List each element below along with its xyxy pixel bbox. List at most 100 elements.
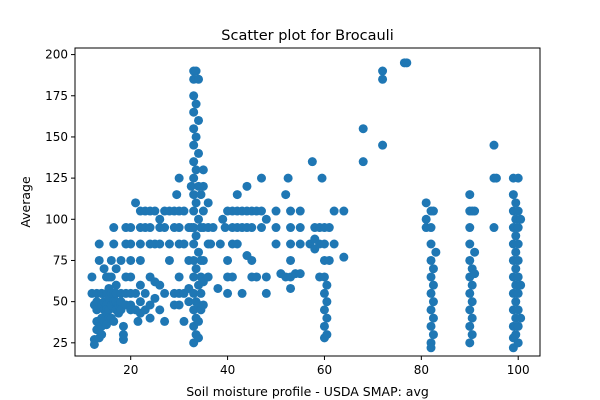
data-point — [508, 190, 518, 200]
data-point — [160, 288, 170, 298]
data-point — [467, 330, 477, 340]
data-point — [467, 313, 477, 323]
data-point — [206, 239, 216, 249]
data-point — [164, 255, 174, 265]
data-point — [189, 157, 199, 167]
data-point — [256, 223, 266, 233]
data-point — [402, 58, 412, 68]
data-point — [111, 280, 121, 290]
data-point — [126, 272, 136, 282]
data-point — [135, 239, 145, 249]
data-point — [160, 316, 170, 326]
data-point — [319, 305, 329, 315]
data-point — [133, 316, 143, 326]
data-point — [513, 255, 523, 265]
data-point — [198, 300, 208, 310]
data-point — [489, 223, 499, 233]
data-point — [218, 214, 228, 224]
data-point — [421, 214, 431, 224]
data-point — [465, 239, 475, 249]
data-point — [191, 132, 201, 142]
data-point — [286, 239, 296, 249]
y-tick-label: 150 — [45, 130, 68, 144]
data-point — [358, 157, 368, 167]
data-point — [428, 330, 438, 340]
y-tick-label: 25 — [53, 336, 68, 350]
data-point — [191, 165, 201, 175]
data-point — [164, 239, 174, 249]
data-point — [286, 283, 296, 293]
data-point — [87, 272, 97, 282]
data-point — [194, 316, 204, 326]
data-point — [256, 206, 266, 216]
y-tick-label: 50 — [53, 295, 68, 309]
data-point — [286, 255, 296, 265]
data-point — [89, 339, 99, 349]
data-point — [145, 313, 155, 323]
data-point — [106, 272, 116, 282]
data-point — [465, 305, 475, 315]
data-points — [87, 58, 526, 353]
data-point — [339, 252, 349, 262]
data-point — [174, 272, 184, 282]
data-point — [319, 321, 329, 331]
data-point — [465, 288, 475, 298]
data-point — [286, 223, 296, 233]
data-point — [189, 124, 199, 134]
data-point — [116, 255, 126, 265]
x-tick-label: 60 — [317, 363, 332, 377]
data-point — [511, 330, 521, 340]
data-point — [155, 280, 165, 290]
data-point — [281, 190, 291, 200]
data-point — [428, 206, 438, 216]
data-point — [513, 321, 523, 331]
data-point — [184, 297, 194, 307]
data-point — [198, 206, 208, 216]
data-point — [470, 247, 480, 257]
data-point — [511, 247, 521, 257]
x-tick-label: 20 — [123, 363, 138, 377]
data-point — [465, 255, 475, 265]
data-point — [232, 190, 242, 200]
data-point — [324, 255, 334, 265]
plot-frame — [74, 47, 541, 357]
x-tick-label: 80 — [414, 363, 429, 377]
data-point — [513, 223, 523, 233]
data-point — [261, 288, 271, 298]
data-point — [465, 338, 475, 348]
data-point — [172, 190, 182, 200]
data-point — [319, 239, 329, 249]
data-point — [126, 223, 136, 233]
data-point — [155, 305, 165, 315]
data-point — [223, 255, 233, 265]
data-point — [329, 239, 339, 249]
data-point — [426, 255, 436, 265]
data-point — [189, 91, 199, 101]
data-point — [378, 140, 388, 150]
data-point — [208, 223, 218, 233]
data-point — [426, 288, 436, 298]
x-axis-ticks: 20 40 60 80 100 — [123, 356, 530, 377]
data-point — [322, 280, 332, 290]
data-point — [271, 223, 281, 233]
data-point — [324, 223, 334, 233]
data-point — [179, 239, 189, 249]
data-point — [145, 300, 155, 310]
data-point — [191, 66, 201, 76]
data-point — [322, 330, 332, 340]
data-point — [109, 223, 119, 233]
data-point — [319, 288, 329, 298]
data-point — [194, 115, 204, 125]
data-point — [513, 239, 523, 249]
data-point — [227, 272, 237, 282]
data-point — [319, 272, 329, 282]
data-point — [339, 206, 349, 216]
data-point — [271, 206, 281, 216]
data-point — [191, 231, 201, 241]
data-point — [426, 239, 436, 249]
data-point — [426, 305, 436, 315]
data-point — [295, 269, 305, 279]
data-point — [198, 165, 208, 175]
data-point — [428, 297, 438, 307]
data-point — [329, 206, 339, 216]
